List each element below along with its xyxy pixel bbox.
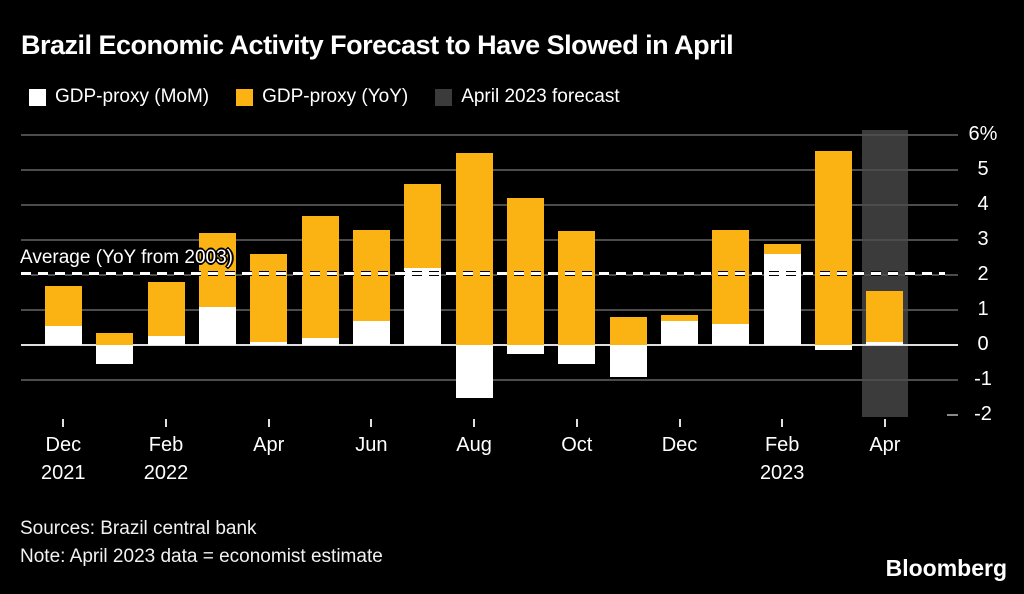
y-tick-label: 4	[977, 193, 989, 215]
x-tick	[678, 419, 681, 427]
bar-mom	[404, 268, 442, 345]
bar-yoy	[712, 229, 750, 324]
bar-yoy	[404, 184, 442, 268]
x-tick-month-label: Feb	[764, 434, 800, 456]
x-tick-month-label: Dec	[45, 434, 82, 456]
legend-item-forecast: April 2023 forecast	[435, 86, 620, 108]
x-tick-month-label: Apr	[253, 434, 285, 456]
bar-yoy	[815, 150, 853, 345]
y-tick-label: -2	[974, 403, 992, 425]
y-tick-label: -1	[974, 368, 992, 390]
x-tick	[267, 419, 270, 427]
y-tick-label: 1	[977, 298, 989, 320]
legend-item-yoy: GDP-proxy (YoY)	[236, 86, 408, 108]
bar-mom	[558, 345, 596, 365]
chart-footer: Sources: Brazil central bank Note: April…	[20, 515, 383, 571]
sources-text: Sources: Brazil central bank	[20, 518, 257, 539]
x-tick	[473, 419, 476, 427]
x-tick-month-label: Aug	[456, 434, 492, 456]
bar-mom	[763, 254, 801, 345]
bar-yoy	[609, 317, 647, 345]
y-tick-label: 0	[977, 333, 989, 355]
bar-mom	[661, 320, 698, 345]
x-tick-month-label: Jun	[355, 434, 388, 456]
mom-swatch-icon	[29, 88, 46, 106]
bar-mom	[96, 345, 134, 365]
chart-legend: GDP-proxy (MoM) GDP-proxy (YoY) April 20…	[29, 86, 620, 108]
bar-mom	[815, 345, 853, 351]
x-tick	[62, 419, 65, 427]
legend-label-mom: GDP-proxy (MoM)	[55, 86, 210, 107]
bar-yoy	[44, 285, 82, 326]
x-tick-year-label: 2022	[143, 462, 189, 484]
y-tick-label: 6%	[968, 123, 998, 145]
bar-yoy	[198, 233, 236, 307]
bloomberg-logo: Bloomberg	[885, 555, 1007, 581]
chart-title: Brazil Economic Activity Forecast to Hav…	[21, 30, 734, 60]
gridline-short	[947, 414, 958, 416]
bar-mom	[609, 345, 647, 377]
x-tick-month-label: Apr	[869, 434, 901, 456]
bar-mom	[198, 306, 236, 345]
bar-yoy	[455, 152, 493, 345]
note-text: Note: April 2023 data = economist estima…	[20, 546, 383, 567]
bar-yoy	[250, 254, 288, 342]
x-tick-year-label: 2023	[759, 462, 805, 484]
bar-yoy	[301, 215, 339, 338]
bar-yoy	[147, 282, 185, 337]
legend-label-forecast: April 2023 forecast	[461, 86, 620, 107]
bar-mom	[455, 345, 493, 398]
gridline	[21, 134, 958, 136]
x-tick-month-label: Oct	[561, 434, 593, 456]
yoy-swatch-icon	[236, 88, 254, 106]
x-tick-year-label: 2021	[41, 462, 86, 484]
bar-mom	[44, 325, 82, 345]
y-tick-label: 5	[977, 158, 989, 180]
y-tick-label: 3	[977, 228, 989, 250]
x-tick	[781, 419, 784, 427]
legend-item-mom: GDP-proxy (MoM)	[29, 86, 209, 108]
x-tick-month-label: Dec	[661, 434, 698, 456]
bar-yoy	[558, 231, 596, 345]
forecast-swatch-icon	[435, 88, 453, 106]
bar-mom	[147, 336, 185, 345]
bar-mom	[301, 338, 339, 345]
bar-mom	[866, 341, 904, 345]
bar-yoy	[96, 332, 134, 345]
x-tick-month-label: Feb	[148, 434, 184, 456]
bar-yoy	[866, 290, 904, 342]
average-line	[21, 272, 945, 276]
average-line-label: Average (YoY from 2003)	[20, 247, 234, 268]
bar-mom	[352, 320, 390, 345]
x-tick	[370, 419, 373, 427]
x-tick	[883, 419, 886, 427]
bar-mom	[712, 324, 750, 345]
bar-mom	[250, 341, 288, 345]
x-tick	[575, 419, 578, 427]
y-tick-label: 2	[977, 263, 989, 285]
bar-yoy	[763, 243, 801, 254]
bar-mom	[506, 345, 544, 354]
bar-yoy	[661, 315, 698, 321]
legend-label-yoy: GDP-proxy (YoY)	[262, 86, 409, 107]
x-tick	[165, 419, 167, 427]
